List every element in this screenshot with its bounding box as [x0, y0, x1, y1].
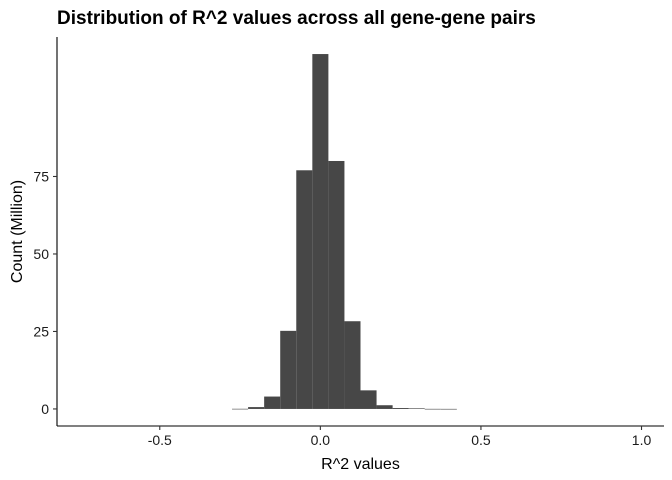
y-axis-ticks: 0 25 50 75	[33, 168, 57, 417]
x-axis-ticks: -0.5 0.0 0.5 1.0	[148, 426, 652, 448]
histogram-bar	[312, 54, 329, 409]
x-axis-title: R^2 values	[321, 456, 400, 473]
histogram-bar	[264, 396, 281, 409]
histogram-bar	[360, 390, 377, 409]
histogram-bar	[248, 407, 265, 409]
histogram-bar	[328, 160, 345, 409]
histogram-bar	[440, 408, 457, 410]
chart-title: Distribution of R^2 values across all ge…	[57, 8, 536, 29]
histogram-bar	[280, 330, 297, 409]
y-tick-label: 25	[33, 323, 49, 339]
axes	[56, 37, 664, 427]
y-tick-label: 75	[33, 168, 49, 184]
histogram-bar	[296, 170, 313, 409]
x-tick-label: -0.5	[148, 432, 172, 448]
histogram-bar	[408, 408, 425, 409]
histogram-bar	[376, 405, 393, 409]
x-tick-label: 0.5	[471, 432, 491, 448]
x-tick-label: 1.0	[632, 432, 652, 448]
y-tick-label: 50	[33, 246, 49, 262]
y-tick-label: 0	[41, 401, 49, 417]
histogram-bar	[424, 408, 441, 410]
histogram-bar	[392, 408, 409, 409]
y-axis-title: Count (Million)	[9, 180, 26, 283]
histogram-bars	[232, 54, 457, 410]
histogram-bar	[344, 321, 361, 409]
x-tick-label: 0.0	[311, 432, 331, 448]
histogram-bar	[232, 408, 249, 410]
